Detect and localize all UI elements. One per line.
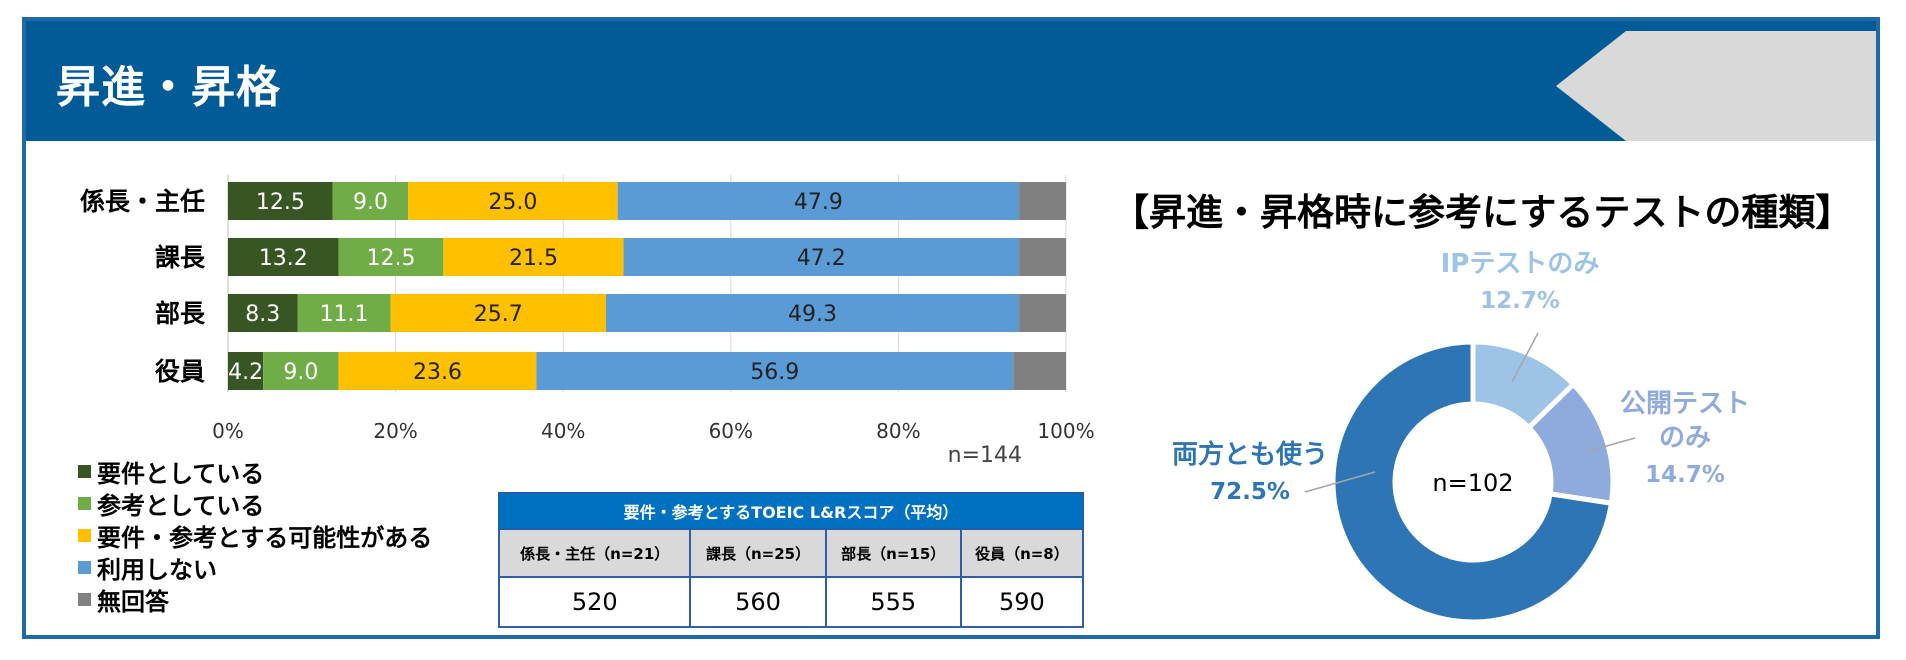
data-label: 21.5 [509,246,558,271]
category-label: 課長 [155,243,206,272]
data-label: 23.6 [413,360,462,385]
pie-title: 【昇進・昇格時に参考にするテストの種類】 [1112,191,1853,234]
bar-legend: 要件としている 参考としている要件・参考とする可能性がある 利用しない無回答 [78,455,433,616]
slice-percent-label: 14.7% [1645,462,1725,488]
data-label: 47.2 [797,246,846,271]
score-table-caption: 要件・参考とするTOEIC L&Rスコア（平均） [498,492,1084,530]
leader-line [1511,332,1539,383]
legend-item: 利用しない [78,551,432,584]
data-label: 12.5 [256,190,305,215]
slice-name-label: のみ [1659,423,1711,453]
slice-name-label: 両方とも使う [1172,439,1328,470]
legend-item: 無回答 [78,583,432,616]
bar-segment [1019,238,1066,276]
score-value-kakarichou: 520 [497,576,692,628]
bar-segment [623,238,1020,276]
legend-label: 要件・参考とする可能性がある [97,523,433,552]
bar-segment [228,182,333,220]
legend-label: 参考としている [97,491,265,520]
legend-item: 要件としている [78,455,432,488]
x-tick-label: 80% [876,419,920,443]
header-arrow-decoration [1556,31,1876,141]
slice-percent-label: 12.7% [1480,288,1560,314]
data-label: 13.2 [259,246,308,271]
x-tick-label: 0% [212,419,244,443]
x-tick-label: 20% [373,419,417,443]
bar-segment [228,294,298,332]
legend-item: 要件・参考とする可能性がある [78,519,433,552]
score-value-buchou: 555 [824,576,962,628]
bar-segment [228,352,264,390]
bar-segment [408,182,618,220]
score-header-kachou: 課長（n=25） [689,528,827,578]
bar-segment [617,182,1020,220]
category-label: 係長・主任 [80,187,205,216]
category-label: 役員 [155,357,205,386]
bar-segment [390,294,606,332]
legend-swatch [78,496,91,510]
leader-line [1304,471,1376,493]
bar-segment [536,352,1014,390]
legend-swatch [78,528,91,542]
data-label: 11.1 [320,302,369,327]
x-tick-label: 100% [1037,419,1094,443]
legend-label: 無回答 [97,587,169,616]
slice-name-label: IPテストのみ [1441,249,1600,279]
slice-percent-label: 72.5% [1210,479,1290,505]
slice-name-label: 公開テスト [1620,389,1750,419]
data-label: 4.2 [228,360,263,385]
score-header-yakuin: 役員（n=8） [959,528,1085,578]
legend-label: 利用しない [97,555,217,584]
data-label: 25.7 [474,302,523,327]
bar-segment [228,238,339,276]
data-label: 9.0 [353,190,388,215]
bar-segment [297,294,391,332]
bar-segment [263,352,339,390]
x-tick-label: 40% [541,419,585,443]
legend-swatch [78,560,91,574]
donut-center-label: n=102 [1432,469,1513,497]
bar-segment [338,352,537,390]
data-label: 9.0 [283,360,318,385]
bar-segment [332,182,409,220]
bar-segment [1019,294,1066,332]
data-label: 49.3 [788,302,837,327]
bar-segment [443,238,624,276]
score-table: 要件・参考とするTOEIC L&Rスコア（平均） 係長・主任（n=21） 課長（… [497,492,1085,628]
donut-slice [1330,339,1615,625]
bar-segment [338,238,444,276]
score-header-buchou: 部長（n=15） [824,528,962,578]
sample-size-note: n=144 [948,443,1022,468]
bar-segment [1013,352,1066,390]
legend-swatch [78,464,91,478]
x-tick-label: 60% [709,419,753,443]
data-label: 25.0 [488,190,537,215]
legend-swatch [78,592,91,606]
header-bar: 昇進・昇格 [26,21,1876,141]
data-label: 56.9 [750,360,799,385]
page-title: 昇進・昇格 [56,62,281,113]
data-label: 12.5 [366,246,415,271]
category-label: 部長 [155,299,206,328]
leader-line [1584,437,1636,453]
bar-segment [1019,182,1066,220]
data-label: 47.9 [794,190,843,215]
score-header-kakarichou: 係長・主任（n=21） [497,528,692,578]
score-value-kachou: 560 [689,576,827,628]
data-label: 8.3 [245,302,280,327]
legend-label: 要件としている [97,459,265,488]
legend-item: 参考としている [78,487,432,520]
bar-segment [605,294,1020,332]
score-value-yakuin: 590 [959,576,1085,628]
